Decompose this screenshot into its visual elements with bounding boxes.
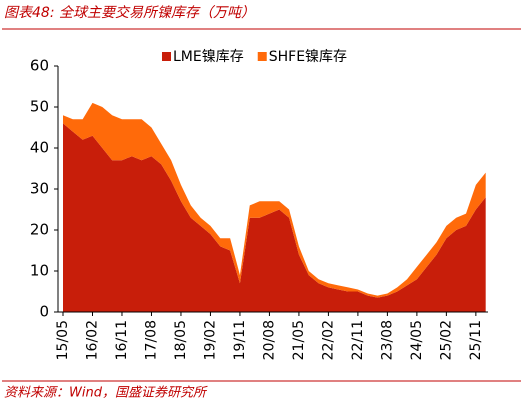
x-tick-label: 21/05 [291,320,307,360]
x-tick-label: 22/02 [320,320,336,360]
source-note: 资料来源：Wind，国盛证券研究所 [4,385,208,401]
x-tick-label: 18/05 [173,320,189,360]
legend-swatch [162,52,171,61]
x-tick-label: 22/11 [350,320,366,360]
legend-label: SHFE镍库存 [269,49,347,65]
x-tick-label: 19/11 [232,320,248,360]
x-tick-label: 19/02 [202,320,218,360]
x-tick-label: 15/05 [55,320,71,360]
area [63,123,486,313]
y-tick-label: 30 [30,180,49,198]
y-tick-label: 50 [30,98,49,116]
y-tick-label: 10 [30,262,49,280]
x-tick-label: 16/02 [84,320,100,360]
area [63,102,486,298]
x-tick-label: 16/11 [114,320,130,360]
legend-label: LME镍库存 [173,49,244,65]
chart-title: 图表48: 全球主要交易所镍库存（万吨） [4,5,255,21]
y-tick-label: 0 [39,303,49,321]
y-tick-label: 20 [30,221,49,239]
x-tick-label: 25/11 [468,320,484,360]
x-tick-label: 24/05 [409,320,425,360]
x-tick-label: 25/02 [438,320,454,360]
legend-swatch [257,52,267,61]
x-tick-label: 23/08 [379,320,395,360]
x-tick-label: 17/08 [143,320,159,360]
x-tick-label: 20/08 [261,320,277,360]
y-tick-label: 40 [30,139,49,157]
y-tick-label: 60 [30,57,49,75]
